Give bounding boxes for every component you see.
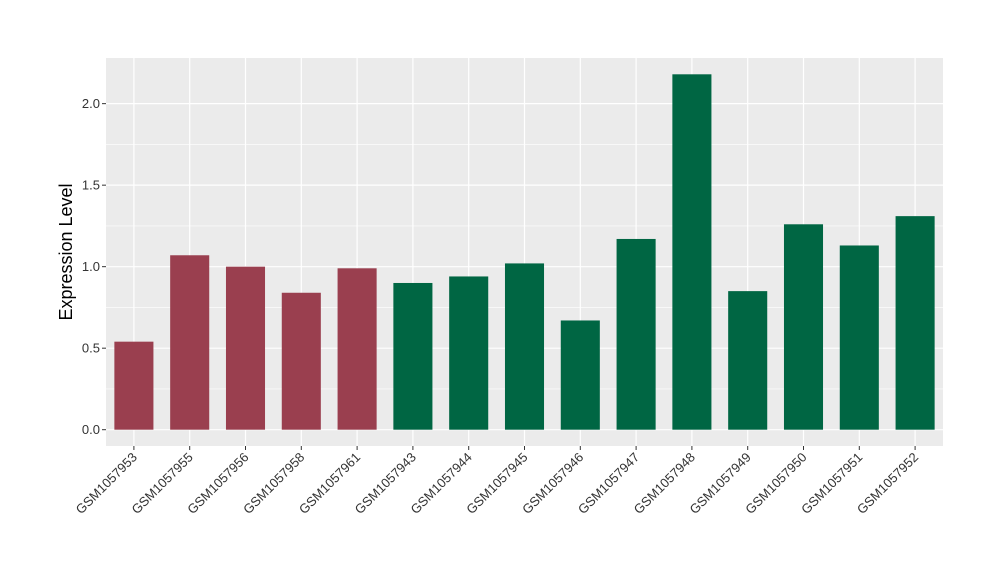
y-tick-label: 2.0 (82, 96, 100, 111)
x-axis: GSM1057953GSM1057955GSM1057956GSM1057958… (73, 446, 921, 517)
bar-GSM1057953 (114, 341, 154, 430)
y-axis-title: Expression Level (56, 183, 76, 320)
y-tick-label: 1.0 (82, 259, 100, 274)
bar-GSM1057948 (672, 74, 712, 430)
bar-GSM1057950 (783, 224, 824, 430)
bar-GSM1057949 (728, 291, 768, 430)
bar-GSM1057946 (560, 320, 600, 430)
y-tick-label: 0.5 (82, 341, 100, 356)
y-axis: 0.0 0.5 1.0 1.5 2.0 (82, 96, 106, 437)
y-tick-label: 0.0 (82, 422, 100, 437)
bar-GSM1057945 (504, 263, 545, 430)
bar-GSM1057961 (337, 268, 377, 430)
bar-GSM1057952 (895, 216, 935, 430)
bar-GSM1057943 (393, 282, 433, 430)
bar-GSM1057944 (449, 276, 489, 430)
bars (114, 74, 935, 430)
bar-GSM1057955 (170, 255, 210, 430)
bar-GSM1057951 (839, 245, 879, 430)
y-tick-label: 1.5 (82, 178, 100, 193)
bar-GSM1057956 (225, 266, 266, 430)
bar-GSM1057958 (281, 292, 321, 430)
bar-GSM1057947 (616, 238, 656, 430)
